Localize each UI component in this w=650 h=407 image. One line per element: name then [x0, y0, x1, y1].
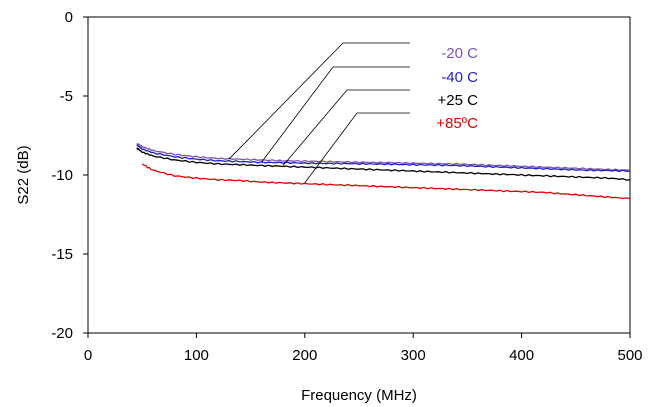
series-line: [141, 163, 631, 200]
legend-callout-line: [282, 89, 410, 166]
y-tick-label: -5: [60, 88, 73, 105]
series-line: [136, 144, 631, 173]
series-line: [136, 142, 631, 171]
legend-label: +85ºC: [436, 115, 478, 132]
x-tick-label: 0: [84, 347, 92, 364]
legend-callout-line: [261, 66, 410, 163]
x-axis-ticks: 0 100 200 300 400 500: [84, 333, 643, 364]
x-tick-label: 100: [184, 347, 209, 364]
x-tick-label: 500: [617, 347, 642, 364]
series-layer: [136, 142, 631, 200]
y-axis-title: S22 (dB): [15, 145, 32, 204]
y-tick-label: -15: [51, 246, 73, 263]
x-tick-label: 200: [292, 347, 317, 364]
y-axis-ticks: 0 -5 -10 -15 -20: [51, 9, 88, 342]
x-tick-label: 400: [509, 347, 534, 364]
x-tick-label: 300: [401, 347, 426, 364]
legend-label: -20 C: [441, 45, 478, 62]
y-tick-label: -20: [51, 325, 73, 342]
legend-label: -40 C: [441, 69, 478, 86]
legend-callout-line: [228, 42, 410, 160]
x-axis-title: Frequency (MHz): [301, 387, 417, 404]
series-line: [136, 147, 631, 181]
legend-label: +25 C: [438, 92, 479, 109]
y-tick-label: -10: [51, 167, 73, 184]
y-tick-label: 0: [65, 9, 73, 26]
legend-callouts: -20 C -40 C +25 C +85ºC: [228, 42, 479, 184]
legend-callout-line: [304, 112, 410, 184]
